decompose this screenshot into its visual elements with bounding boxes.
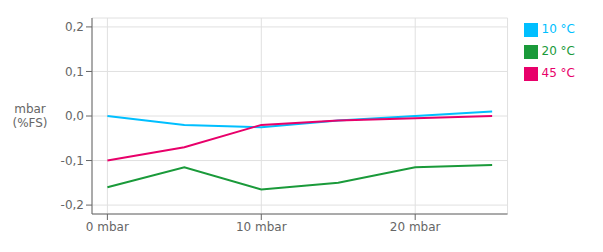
svg-text:0 mbar: 0 mbar	[86, 220, 129, 234]
svg-text:10 mbar: 10 mbar	[236, 220, 287, 234]
svg-text:0,2: 0,2	[65, 20, 84, 34]
svg-text:20 mbar: 20 mbar	[390, 220, 441, 234]
svg-text:-0,2: -0,2	[61, 198, 84, 212]
html-text:20 °C: 20 °C	[541, 44, 575, 58]
html-text:45 °C: 45 °C	[541, 66, 575, 80]
svg-text:0,0: 0,0	[65, 109, 84, 123]
html-text:10 °C: 10 °C	[541, 22, 575, 36]
svg-text:mbar(%FS): mbar(%FS)	[12, 102, 47, 130]
svg-text:-0,1: -0,1	[61, 154, 84, 168]
svg-text:0,1: 0,1	[65, 65, 84, 79]
